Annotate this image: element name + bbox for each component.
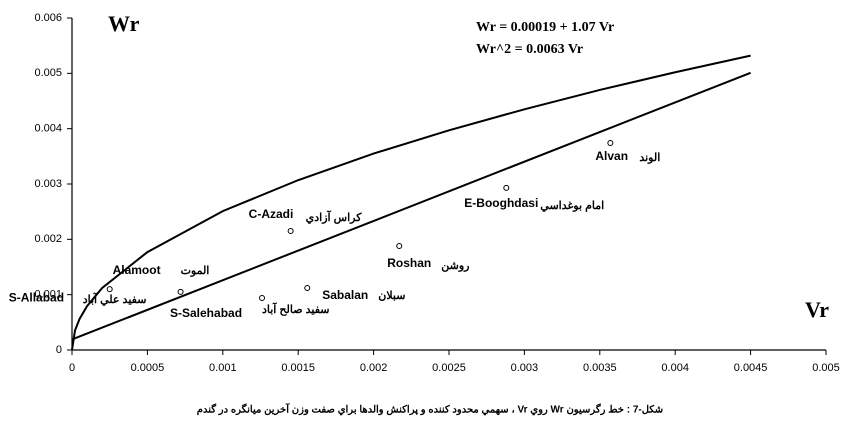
- point-label: Alamoot: [113, 263, 161, 277]
- annotation: Wr = 0.00019 + 1.07 Vr: [476, 20, 614, 35]
- y-tick-label: 0.006: [34, 12, 62, 24]
- y-tick-label: 0.003: [34, 178, 62, 190]
- curve: [71, 54, 751, 351]
- point: [607, 140, 614, 147]
- y-tick-label: 0.004: [34, 123, 62, 135]
- point: [396, 242, 403, 249]
- curve: [71, 71, 751, 341]
- y-axis-title: Wr: [108, 11, 140, 36]
- point: [177, 288, 184, 295]
- y-tick-label: 0.002: [34, 233, 62, 245]
- point: [106, 286, 113, 293]
- x-tick-label: 0.004: [661, 362, 689, 374]
- x-tick-label: 0.0025: [432, 362, 466, 374]
- x-tick-label: 0.0035: [583, 362, 617, 374]
- x-tick-label: 0.005: [812, 362, 840, 374]
- point-label-fa: الموت: [181, 265, 210, 277]
- x-tick-label: 0.001: [209, 362, 237, 374]
- annotation: Wr^2 = 0.0063 Vr: [476, 42, 583, 57]
- y-tick-label: 0: [56, 344, 62, 356]
- x-tick-label: 0.003: [511, 362, 539, 374]
- x-tick-label: 0.0045: [734, 362, 768, 374]
- x-tick-label: 0: [69, 362, 75, 374]
- point-label: S-Allabad: [9, 290, 64, 304]
- y-tick-label: 0.001: [34, 289, 62, 301]
- x-tick-label: 0.002: [360, 362, 388, 374]
- point-label: E-Booghdasi: [464, 196, 538, 210]
- caption: شكل-7 : خط رگرسيون Wr روي Vr ، سهمي محدو…: [197, 403, 663, 416]
- point-label: S-Salehabad: [170, 306, 242, 320]
- point-label-fa: سفيد علي آباد: [83, 292, 147, 307]
- point-label: C-Azadi: [249, 207, 294, 221]
- point-label-fa: روشن: [441, 260, 469, 272]
- point-label: Roshan: [387, 256, 431, 270]
- x-tick-label: 0.0015: [281, 362, 315, 374]
- point-label-fa: كراس آزادي: [306, 210, 363, 225]
- point: [259, 294, 266, 301]
- x-axis-title: Vr: [805, 297, 829, 322]
- point: [503, 184, 510, 191]
- point: [304, 285, 311, 292]
- x-tick-label: 0.0005: [131, 362, 165, 374]
- point-label: Alvan: [595, 149, 628, 163]
- point-label-fa: امام بوغداسي: [540, 200, 604, 213]
- point-label-fa: سبلان: [378, 290, 405, 302]
- point-label-fa: سفيد صالح آباد: [262, 302, 330, 316]
- y-tick-label: 0.005: [34, 67, 62, 79]
- point-label: Sabalan: [322, 288, 368, 302]
- point: [287, 228, 294, 235]
- point-label-fa: الوند: [639, 152, 660, 164]
